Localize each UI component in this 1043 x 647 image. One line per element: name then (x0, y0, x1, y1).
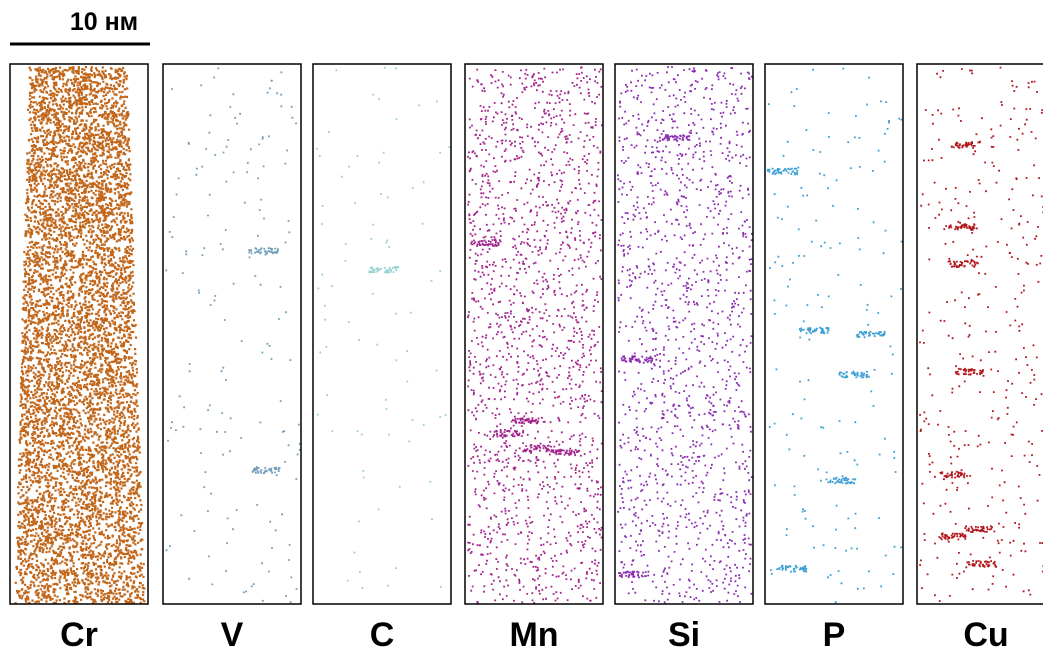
element-label: Si (668, 616, 700, 647)
panel-frame (464, 63, 604, 605)
element-label: Mn (509, 616, 558, 647)
panel-frame (312, 63, 452, 605)
atom-dots (316, 66, 451, 589)
atom-dots (766, 67, 903, 604)
panel-frame (614, 63, 754, 605)
element-label: Cu (963, 616, 1008, 647)
element-label: P (823, 616, 846, 647)
atom-dots (14, 66, 146, 605)
panel-frame (764, 63, 904, 605)
atom-dots (919, 66, 1043, 602)
atom-dots (617, 66, 753, 604)
panel-frame (916, 63, 1043, 605)
panel-frame (162, 63, 302, 605)
element-label: Cr (60, 616, 98, 647)
panel-frame (9, 63, 149, 605)
atom-dots (165, 67, 301, 603)
scale-bar-label: 10 нм (70, 8, 138, 36)
element-label: C (370, 616, 395, 647)
element-label: V (221, 616, 244, 647)
atom-dots (467, 66, 603, 604)
